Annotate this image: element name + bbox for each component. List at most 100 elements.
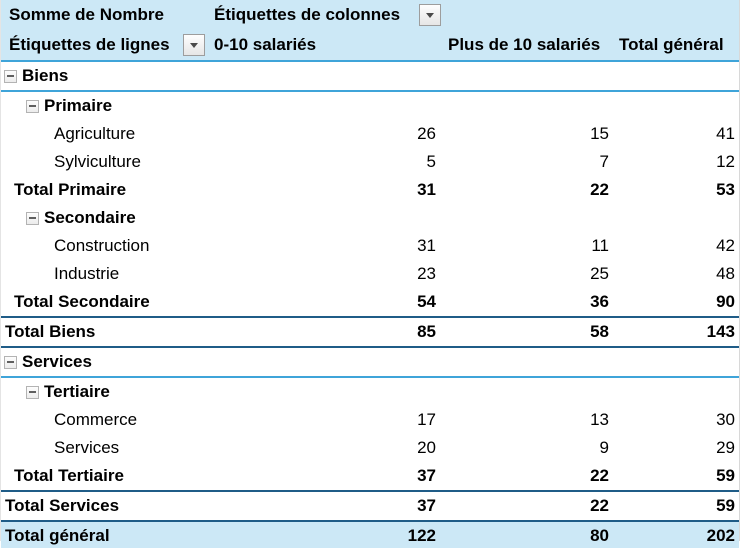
row-label-cell[interactable]: Services (1, 438, 211, 458)
value-cell[interactable]: 22 (590, 466, 609, 485)
row-label: Total Primaire (14, 180, 127, 199)
pivot-row-biens: Biens (1, 62, 739, 92)
pivot-row-services: Services 20 9 29 (1, 434, 739, 462)
column-header-total-general[interactable]: Total général (619, 35, 724, 54)
row-labels-filter-button[interactable] (183, 34, 205, 56)
row-label: Secondaire (44, 208, 136, 227)
row-label-cell[interactable]: Commerce (1, 410, 211, 430)
pivot-row-services: Services (1, 348, 739, 378)
pivot-row-total-tertiaire: Total Tertiaire 37 22 59 (1, 462, 739, 490)
row-label-cell[interactable]: Construction (1, 236, 211, 256)
value-cell[interactable]: 48 (716, 264, 735, 283)
row-label: Services (54, 438, 120, 457)
row-label-cell[interactable]: Biens (1, 66, 211, 86)
row-label: Tertiaire (44, 382, 110, 401)
minus-icon (29, 105, 36, 107)
value-cell[interactable]: 31 (417, 236, 436, 255)
column-header-plus-de-10-salaries[interactable]: Plus de 10 salariés (448, 35, 601, 54)
value-cell[interactable]: 22 (590, 496, 609, 515)
collapse-minus-button[interactable] (4, 355, 17, 369)
pivot-row-tertiaire: Tertiaire (1, 378, 739, 406)
collapse-minus-button[interactable] (26, 99, 39, 113)
value-cell[interactable]: 23 (417, 264, 436, 283)
value-cell[interactable]: 30 (716, 410, 735, 429)
value-cell[interactable]: 15 (590, 124, 609, 143)
minus-icon (7, 361, 14, 363)
column-labels-cell[interactable]: Étiquettes de colonnes (213, 4, 441, 26)
row-label-cell[interactable]: Secondaire (1, 208, 211, 228)
value-cell[interactable]: 80 (590, 526, 609, 545)
row-label: Total Biens (5, 322, 96, 341)
value-cell[interactable]: 36 (590, 292, 609, 311)
pivot-row-sylviculture: Sylviculture 5 7 12 (1, 148, 739, 176)
value-cell[interactable]: 5 (426, 152, 436, 171)
row-label: Construction (54, 236, 150, 255)
row-label: Biens (22, 66, 69, 85)
value-cell[interactable]: 13 (590, 410, 609, 429)
value-cell[interactable]: 59 (716, 466, 735, 485)
value-cell[interactable]: 90 (716, 292, 735, 311)
value-cell[interactable]: 42 (716, 236, 735, 255)
row-label: Total général (5, 526, 110, 545)
row-label-cell[interactable]: Industrie (1, 264, 211, 284)
pivot-row-agriculture: Agriculture 26 15 41 (1, 120, 739, 148)
column-labels-header: Étiquettes de colonnes (214, 5, 401, 24)
row-label-cell[interactable]: Tertiaire (1, 382, 211, 402)
value-cell[interactable]: 37 (417, 466, 436, 485)
row-label: Total Secondaire (14, 292, 150, 311)
value-cell[interactable]: 11 (591, 236, 609, 255)
row-label-cell[interactable]: Total général (1, 526, 211, 546)
column-labels-filter-button[interactable] (419, 4, 441, 26)
row-label-cell[interactable]: Total Secondaire (1, 292, 211, 312)
row-labels-cell[interactable]: Étiquettes de lignes (1, 34, 213, 56)
value-cell[interactable]: 53 (716, 180, 735, 199)
pivot-row-total-secondaire: Total Secondaire 54 36 90 (1, 288, 739, 316)
row-label: Total Tertiaire (14, 466, 124, 485)
value-cell[interactable]: 12 (716, 152, 735, 171)
row-label-cell[interactable]: Primaire (1, 96, 211, 116)
pivot-row-total-biens: Total Biens 85 58 143 (1, 316, 739, 348)
pivot-row-primaire: Primaire (1, 92, 739, 120)
minus-icon (29, 391, 36, 393)
dropdown-arrow-icon (426, 12, 434, 18)
row-label-cell[interactable]: Total Tertiaire (1, 466, 211, 486)
row-label: Total Services (5, 496, 120, 515)
pivot-row-commerce: Commerce 17 13 30 (1, 406, 739, 434)
value-cell[interactable]: 17 (417, 410, 436, 429)
row-label-cell[interactable]: Agriculture (1, 124, 211, 144)
pivot-row-secondaire: Secondaire (1, 204, 739, 232)
value-cell[interactable]: 26 (417, 124, 436, 143)
column-header-0-10-salaries[interactable]: 0-10 salariés (214, 35, 317, 54)
value-cell[interactable]: 25 (590, 264, 609, 283)
value-cell[interactable]: 59 (716, 496, 735, 515)
row-label-cell[interactable]: Sylviculture (1, 152, 211, 172)
pivot-row-total-general: Total général 122 80 202 (1, 520, 739, 548)
row-label-cell[interactable]: Total Primaire (1, 180, 211, 200)
value-cell[interactable]: 22 (590, 180, 609, 199)
collapse-minus-button[interactable] (26, 385, 39, 399)
value-cell[interactable]: 9 (599, 438, 609, 457)
measure-cell[interactable]: Somme de Nombre (1, 5, 213, 25)
value-cell[interactable]: 37 (417, 496, 436, 515)
pivot-header-row-2: Étiquettes de lignes 0-10 salariés Plus … (1, 30, 739, 60)
value-cell[interactable]: 7 (599, 152, 609, 171)
value-cell[interactable]: 54 (417, 292, 436, 311)
value-cell[interactable]: 143 (706, 322, 735, 341)
value-cell[interactable]: 41 (716, 124, 735, 143)
row-label-cell[interactable]: Total Biens (1, 322, 211, 342)
value-cell[interactable]: 20 (417, 438, 436, 457)
value-cell[interactable]: 122 (407, 526, 436, 545)
minus-icon (29, 217, 36, 219)
value-cell[interactable]: 85 (417, 322, 436, 341)
value-cell[interactable]: 31 (417, 180, 436, 199)
measure-label: Somme de Nombre (9, 5, 164, 24)
value-cell[interactable]: 29 (716, 438, 735, 457)
collapse-minus-button[interactable] (4, 69, 17, 83)
row-label-cell[interactable]: Total Services (1, 496, 211, 516)
value-cell[interactable]: 202 (706, 526, 735, 545)
collapse-minus-button[interactable] (26, 211, 39, 225)
row-label-cell[interactable]: Services (1, 352, 211, 372)
value-cell[interactable]: 58 (590, 322, 609, 341)
pivot-row-total-primaire: Total Primaire 31 22 53 (1, 176, 739, 204)
